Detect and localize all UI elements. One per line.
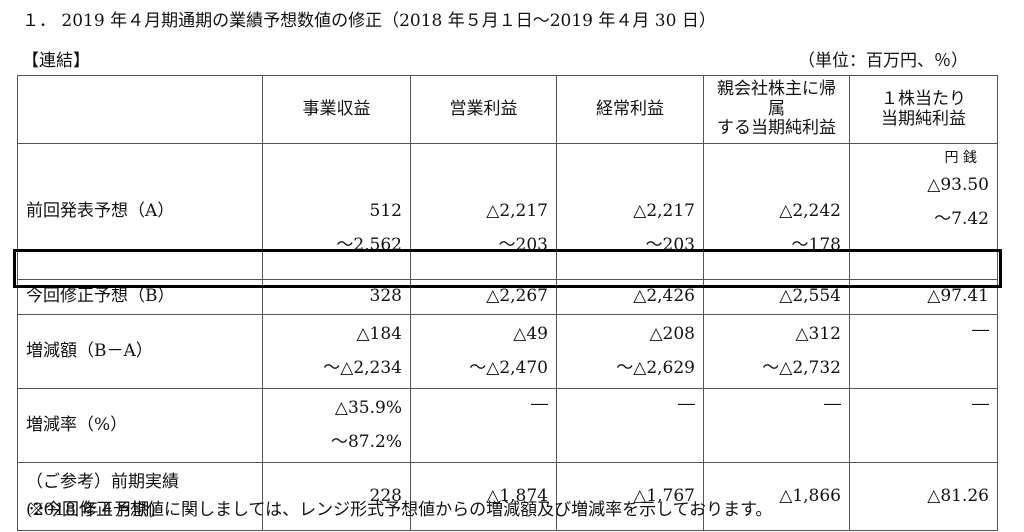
cell-prev-ordinary: △2,217 ～203 xyxy=(556,143,704,280)
eps-unit-label: 円 銭 xyxy=(944,150,977,166)
row-label-difference: 増減額（B－A） xyxy=(17,314,263,389)
row-difference: 増減額（B－A） △184 ～△2,234 △49 ～△2,470 △208 ～… xyxy=(17,314,998,389)
cell-rate-sales-high: ～87.2% xyxy=(330,431,402,452)
cell-prev-ordinary-high: ～203 xyxy=(645,234,695,255)
header-blank xyxy=(17,75,263,144)
header-net-income-parent: 親会社株主に帰属 する当期純利益 xyxy=(703,75,850,144)
cell-diff-op-low: △49 xyxy=(513,323,548,344)
cell-rev-op: △2,267 xyxy=(410,279,557,315)
row-previous-forecast: 前回発表予想（A） 512 ～2,562 △2,217 ～203 △2,217 … xyxy=(17,143,998,280)
cell-ref-parent: △1,866 xyxy=(703,462,850,531)
row-revised-forecast: 今回修正予想（B） 328 △2,267 △2,426 △2,554 △97.4… xyxy=(17,279,998,315)
row-rate: 増減率（%） △35.9% ～87.2% ― ― ― ― xyxy=(17,388,998,463)
row-label-reference-line2: (2018 年４月期) xyxy=(26,499,156,520)
cell-diff-ordinary-low: △208 xyxy=(649,323,695,344)
row-label-reference-line1: （ご参考）前期実績 xyxy=(26,471,179,492)
cell-diff-parent-low: △312 xyxy=(795,323,841,344)
row-label-rate: 増減率（%） xyxy=(17,388,263,463)
row-label-revised: 今回修正予想（B） xyxy=(17,279,263,315)
header-operating-profit: 営業利益 xyxy=(410,75,557,144)
cell-ref-op: △1,874 xyxy=(410,462,557,531)
cell-diff-parent: △312 ～△2,732 xyxy=(703,314,850,389)
cell-prev-op-high: ～203 xyxy=(498,234,548,255)
cell-diff-sales: △184 ～△2,234 xyxy=(262,314,411,389)
cell-rev-ordinary: △2,426 xyxy=(556,279,704,315)
cell-diff-ordinary-high: ～△2,629 xyxy=(616,357,695,378)
cell-prev-parent: △2,242 ～178 xyxy=(703,143,850,280)
header-eps-line1: １株当たり xyxy=(881,88,966,109)
cell-rate-parent-dash: ― xyxy=(824,394,841,414)
header-net-income-parent-line1: 親会社株主に帰属 xyxy=(717,79,836,119)
cell-rate-sales-low: △35.9% xyxy=(334,397,402,418)
cell-prev-parent-low: △2,242 xyxy=(779,200,841,221)
cell-diff-eps: ― xyxy=(849,314,998,389)
footnote: ※今回修正予想値に関しましては、レンジ形式予想値からの増減額及び増減率を示してお… xyxy=(28,500,773,520)
consolidated-label: 【連結】 xyxy=(22,51,90,71)
header-net-income-parent-line2: する当期純利益 xyxy=(717,118,836,139)
row-reference: （ご参考）前期実績 (2018 年４月期) 228 △1,874 △1,767 … xyxy=(17,462,998,531)
cell-prev-eps-high: ～7.42 xyxy=(934,208,989,229)
unit-label: （単位：百万円、％） xyxy=(798,51,968,71)
cell-prev-sales: 512 ～2,562 xyxy=(262,143,411,280)
cell-diff-op: △49 ～△2,470 xyxy=(410,314,557,389)
forecast-table: 事業収益 営業利益 経常利益 親会社株主に帰属 する当期純利益 １株当たり 当期… xyxy=(17,75,998,531)
cell-diff-eps-dash: ― xyxy=(972,320,989,340)
cell-prev-parent-high: ～178 xyxy=(791,234,841,255)
cell-rate-op: ― xyxy=(410,388,557,463)
header-sales: 事業収益 xyxy=(262,75,411,144)
cell-rate-eps-dash: ― xyxy=(972,394,989,414)
row-label-previous: 前回発表予想（A） xyxy=(17,143,263,280)
cell-rev-sales: 328 xyxy=(262,279,411,315)
section-title: １． 2019 年４月期通期の業績予想数値の修正（2018 年５月１日～2019… xyxy=(22,11,716,31)
cell-prev-eps: 円 銭 △93.50 ～7.42 xyxy=(849,143,998,280)
header-ordinary-profit: 経常利益 xyxy=(556,75,704,144)
cell-rate-sales: △35.9% ～87.2% xyxy=(262,388,411,463)
row-label-reference: （ご参考）前期実績 (2018 年４月期) xyxy=(17,462,263,531)
cell-prev-op: △2,217 ～203 xyxy=(410,143,557,280)
cell-ref-sales: 228 xyxy=(262,462,411,531)
cell-rate-eps: ― xyxy=(849,388,998,463)
header-eps: １株当たり 当期純利益 xyxy=(849,75,998,144)
cell-diff-op-high: ～△2,470 xyxy=(469,357,548,378)
cell-rate-parent: ― xyxy=(703,388,850,463)
cell-diff-parent-high: ～△2,732 xyxy=(762,357,841,378)
cell-rate-op-dash: ― xyxy=(531,394,548,414)
cell-diff-ordinary: △208 ～△2,629 xyxy=(556,314,704,389)
cell-rate-ordinary: ― xyxy=(556,388,704,463)
cell-prev-sales-high: ～2,562 xyxy=(336,234,402,255)
header-eps-line2: 当期純利益 xyxy=(881,108,966,129)
header-row: 事業収益 営業利益 経常利益 親会社株主に帰属 する当期純利益 １株当たり 当期… xyxy=(17,75,998,144)
cell-prev-op-low: △2,217 xyxy=(486,200,548,221)
cell-ref-eps: △81.26 xyxy=(849,462,998,531)
cell-prev-eps-low: △93.50 xyxy=(927,175,989,196)
cell-rev-parent: △2,554 xyxy=(703,279,850,315)
cell-diff-sales-low: △184 xyxy=(356,323,402,344)
cell-diff-sales-high: ～△2,234 xyxy=(323,357,402,378)
cell-prev-ordinary-low: △2,217 xyxy=(633,200,695,221)
cell-rev-eps: △97.41 xyxy=(849,279,998,315)
cell-rate-ordinary-dash: ― xyxy=(678,394,695,414)
cell-ref-ordinary: △1,767 xyxy=(556,462,704,531)
cell-prev-sales-low: 512 xyxy=(369,200,402,221)
